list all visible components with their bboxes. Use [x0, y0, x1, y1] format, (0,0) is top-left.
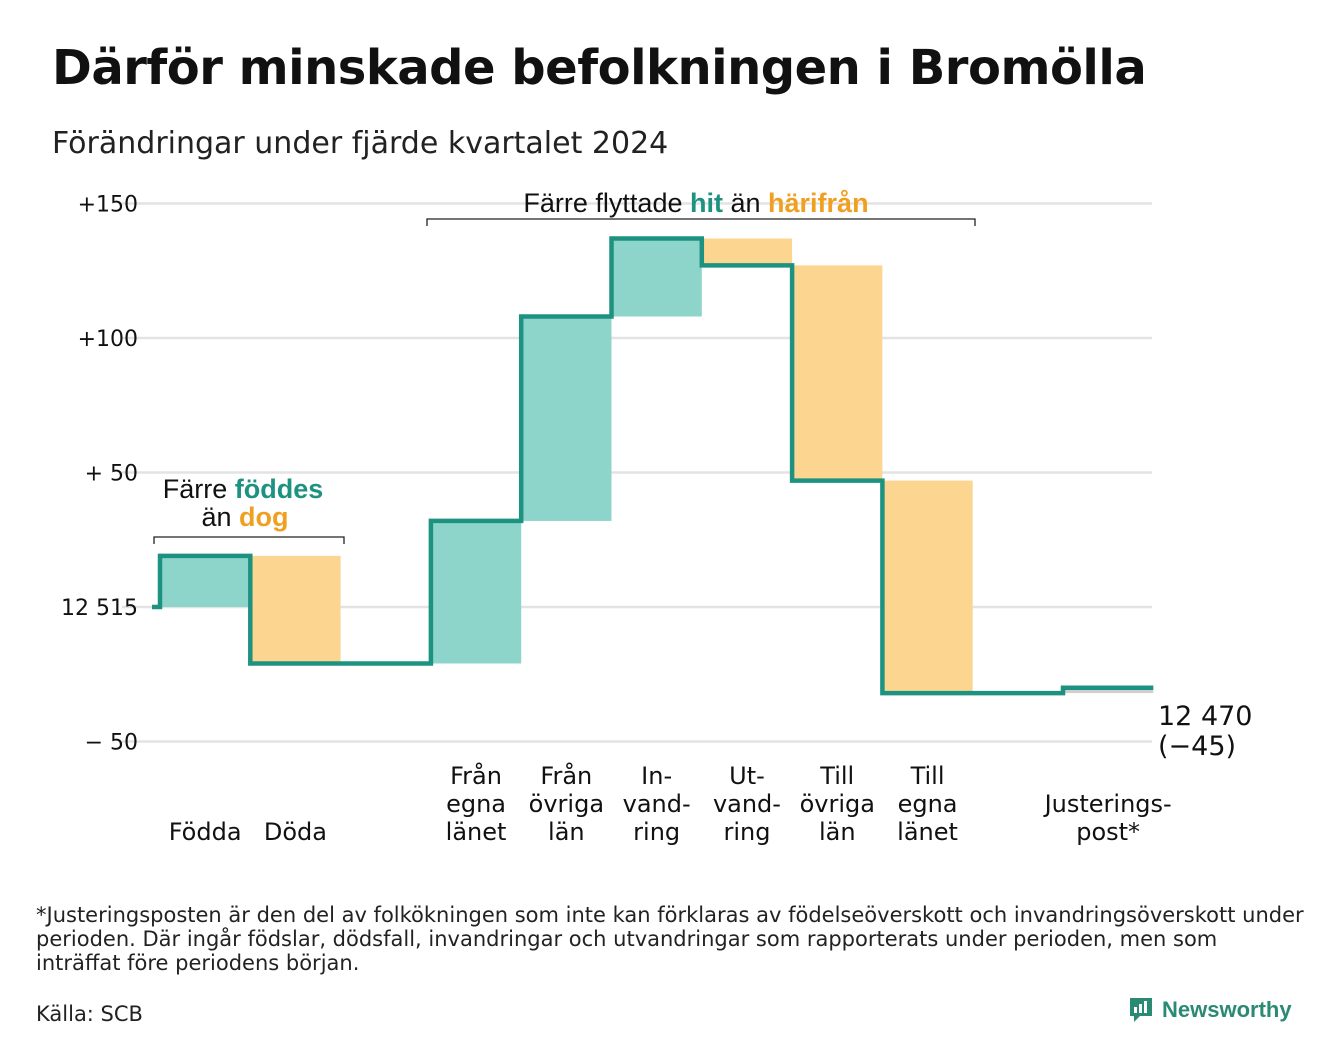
bar	[521, 316, 612, 521]
annotation-highlight: föddes	[235, 474, 324, 504]
bars	[160, 238, 1154, 694]
annotation-text: än dog	[201, 502, 288, 532]
y-tick-label: 12 515	[61, 596, 138, 621]
end-label: 12 470(−45)	[1158, 701, 1252, 762]
chart-title: Därför minskade befolkningen i Bromölla	[52, 40, 1147, 96]
bar	[882, 480, 973, 694]
logo-text: Newsworthy	[1162, 997, 1292, 1022]
y-tick-label: − 50	[85, 731, 138, 756]
category-label: län	[548, 818, 585, 846]
category-label: övriga	[529, 790, 604, 818]
category-label: vand-	[713, 790, 781, 818]
category-label: Döda	[264, 818, 327, 846]
bar	[611, 238, 702, 317]
chart-subtitle: Förändringar under fjärde kvartalet 2024	[52, 126, 669, 161]
footnote: *Justeringsposten är den del av folkökni…	[36, 903, 1304, 975]
annotation-bracket	[153, 536, 345, 544]
annotation-part: Färre	[163, 474, 235, 504]
category-label: Från	[450, 761, 502, 790]
bar	[430, 520, 522, 664]
bar	[792, 265, 883, 481]
category-label: egna	[898, 790, 958, 818]
annotation-highlight: dog	[239, 502, 288, 532]
category-label: In-	[641, 762, 672, 790]
annotation-highlight: härifrån	[768, 188, 869, 218]
category-label: Från	[540, 761, 592, 790]
step-line	[152, 236, 1154, 696]
annotation-bracket	[426, 218, 976, 226]
step-line-layer	[152, 236, 1154, 696]
category-label: ring	[633, 818, 680, 846]
newsworthy-logo: Newsworthy	[1128, 996, 1292, 1024]
category-label: Justerings-	[1043, 790, 1172, 818]
annotation-text: Färre föddes	[163, 474, 324, 504]
y-tick-label: + 50	[85, 462, 138, 487]
annotation-part: än	[201, 502, 239, 532]
end-value-label: (−45)	[1158, 731, 1236, 762]
category-label: post*	[1076, 818, 1140, 846]
annotation-highlight: hit	[690, 188, 723, 218]
category-labels: Födda DödaFrånegnalänetFrånövrigalänIn-va…	[169, 761, 1172, 846]
annotation-part: Färre flyttade	[523, 188, 690, 218]
y-tick-label: +100	[78, 327, 138, 352]
bar	[250, 555, 341, 664]
category-label: Till	[910, 762, 945, 790]
category-label: vand-	[623, 790, 691, 818]
category-label: ring	[723, 818, 770, 846]
end-value-label: 12 470	[1158, 701, 1252, 732]
category-label: länet	[897, 818, 958, 846]
bar	[1063, 687, 1154, 694]
category-label: Födda	[169, 818, 242, 846]
category-label: län	[819, 818, 856, 846]
annotation-part: än	[723, 188, 768, 218]
source-note: Källa: SCB	[36, 1002, 143, 1026]
category-label: länet	[446, 818, 507, 846]
category-label: Till	[819, 762, 854, 790]
y-axis-ticks: +150 +100 + 50 12 515 − 50	[61, 193, 138, 756]
category-label: övriga	[800, 790, 875, 818]
category-label: egna	[446, 790, 506, 818]
annotation-text: Färre flyttade hit än härifrån	[523, 188, 868, 218]
bar	[701, 238, 793, 266]
y-tick-label: +150	[78, 193, 138, 218]
category-label: Ut-	[729, 762, 765, 790]
bar	[160, 555, 251, 607]
newsworthy-logo-icon	[1130, 998, 1152, 1022]
